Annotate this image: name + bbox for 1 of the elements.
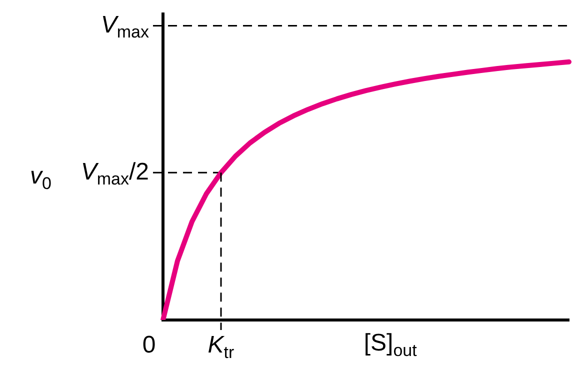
text: 0 bbox=[142, 332, 156, 359]
